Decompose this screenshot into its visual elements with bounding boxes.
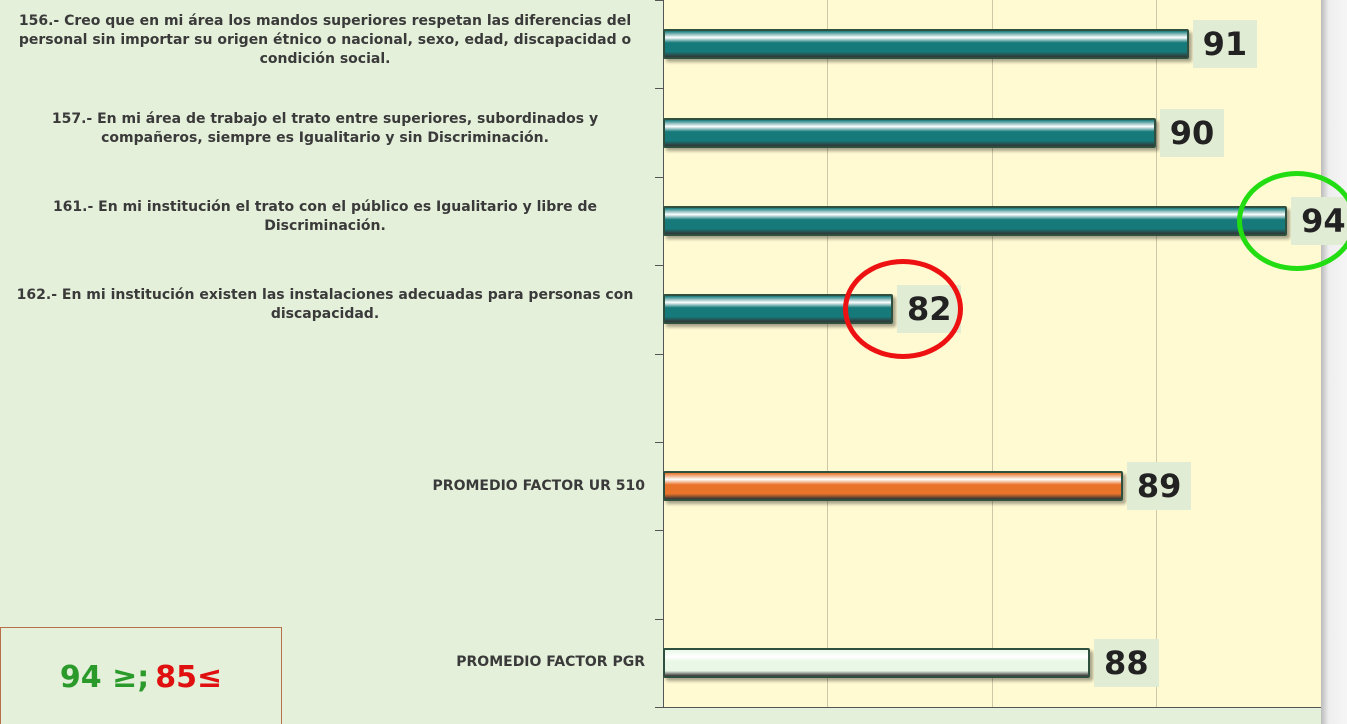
- bar: [663, 205, 1288, 236]
- axis-tick: [655, 441, 663, 443]
- highlight-ring: [842, 259, 963, 360]
- bar: [663, 471, 1123, 502]
- plot-area: [663, 0, 1322, 708]
- value-label: 89: [1126, 462, 1192, 511]
- category-label: 162.- En mi institución existen las inst…: [16, 287, 634, 323]
- highlight-ring: [1237, 170, 1347, 271]
- bar: [663, 29, 1189, 60]
- value-label: 88: [1094, 638, 1159, 687]
- axis-tick: [655, 707, 663, 708]
- category-label: 161.- En mi institución el trato con el …: [52, 198, 598, 234]
- category-label: 156.- Creo que en mi área los mandos sup…: [18, 12, 632, 67]
- side-panel: [1321, 0, 1347, 724]
- category-label: PROMEDIO FACTOR PGR: [456, 654, 645, 671]
- value-label: 90: [1159, 108, 1225, 157]
- axis-tick: [655, 618, 663, 620]
- annotation: 94 ≥;: [59, 659, 150, 695]
- axis-tick: [655, 265, 663, 267]
- axis-tick: [655, 0, 663, 1]
- threshold-box: 94 ≥; 85≤: [0, 627, 282, 724]
- category-label: 157.- En mi área de trabajo el trato ent…: [51, 110, 599, 146]
- axis-tick: [655, 353, 663, 355]
- grid-line: [1155, 0, 1157, 707]
- axis-tick: [655, 530, 663, 532]
- category-label: PROMEDIO FACTOR UR 510: [432, 477, 645, 494]
- value-label: 91: [1192, 20, 1258, 69]
- grid-line: [991, 0, 993, 707]
- bar: [663, 117, 1156, 148]
- grid-line: [827, 0, 829, 707]
- annotation: 85≤: [155, 659, 223, 695]
- axis-tick: [655, 176, 663, 178]
- bar: [663, 647, 1091, 678]
- axis-tick: [655, 88, 663, 90]
